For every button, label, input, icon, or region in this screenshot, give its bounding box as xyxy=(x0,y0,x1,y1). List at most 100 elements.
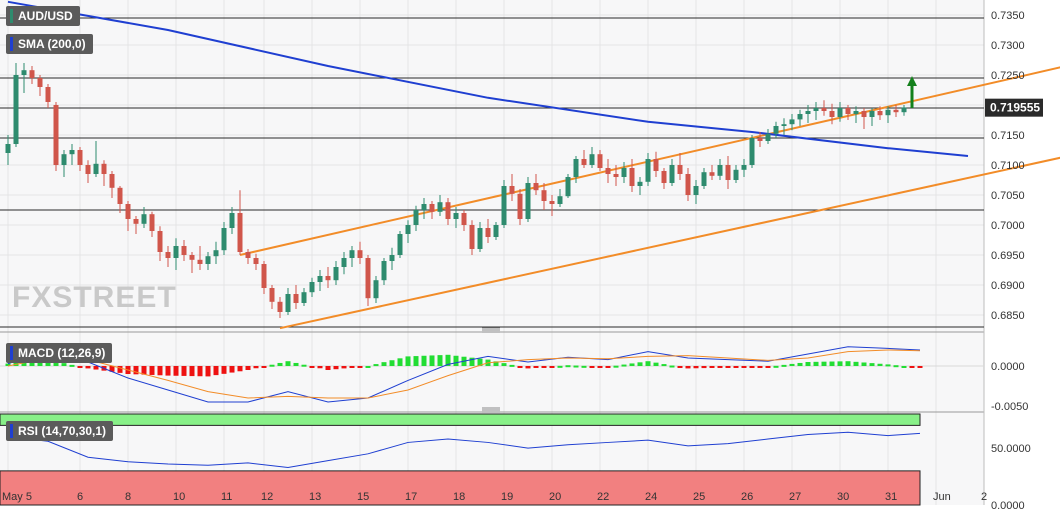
candle-body xyxy=(389,255,395,261)
candle-body xyxy=(221,228,227,251)
candle-body xyxy=(341,258,347,267)
price-axis-tick-label: 0.6950 xyxy=(991,250,1025,262)
macd-histogram-bar xyxy=(205,366,211,377)
candle-body xyxy=(365,258,371,299)
candle-body xyxy=(765,133,771,141)
candle-body xyxy=(885,109,891,116)
candle xyxy=(845,105,851,120)
candle xyxy=(709,165,715,180)
macd-histogram-bar xyxy=(645,361,651,366)
macd-histogram-bar xyxy=(349,366,355,368)
price-axis-tick-label: 0.7150 xyxy=(991,130,1025,142)
candle-body xyxy=(837,108,843,117)
macd-histogram-bar xyxy=(749,366,755,368)
candle xyxy=(805,105,811,123)
sma-legend-label: SMA (200,0) xyxy=(18,37,86,51)
candle xyxy=(405,220,411,243)
candle xyxy=(205,252,211,270)
macd-histogram-bar xyxy=(821,361,827,366)
candle-body xyxy=(85,165,91,174)
macd-histogram-bar xyxy=(253,366,259,369)
candle-body xyxy=(69,150,75,155)
macd-histogram-bar xyxy=(797,362,803,366)
candle xyxy=(533,174,539,195)
candle-body xyxy=(213,250,219,257)
macd-histogram-bar xyxy=(877,363,883,366)
candle xyxy=(149,211,155,237)
macd-histogram-bar xyxy=(277,362,283,366)
candle xyxy=(477,222,483,252)
macd-histogram-bar xyxy=(845,361,851,366)
candle xyxy=(93,141,99,177)
candle-body xyxy=(517,193,523,219)
price-axis-tick-label: 0.7350 xyxy=(991,10,1025,22)
candle xyxy=(85,160,91,183)
candle-body xyxy=(469,225,475,249)
candle-body xyxy=(549,201,555,204)
candle xyxy=(469,220,475,255)
candle-body xyxy=(813,108,819,111)
date-axis-tick-label: 11 xyxy=(221,491,232,503)
macd-histogram-bar xyxy=(677,366,683,368)
macd-histogram-bar xyxy=(517,366,523,368)
candle xyxy=(453,207,459,228)
date-axis-tick-label: 12 xyxy=(261,491,273,503)
candle-body xyxy=(525,183,531,219)
candle xyxy=(557,189,563,207)
candle xyxy=(309,277,315,297)
rsi-overbought-band xyxy=(0,413,921,426)
candle-body xyxy=(637,181,643,186)
macd-histogram-bar xyxy=(389,360,395,366)
date-axis-tick-label: 6 xyxy=(77,491,83,503)
macd-histogram-bar xyxy=(397,358,403,366)
candle-body xyxy=(205,256,211,264)
macd-histogram-bar xyxy=(685,366,691,369)
macd-histogram-bar xyxy=(621,364,627,367)
candle xyxy=(381,258,387,285)
date-axis-tick-label: 2 xyxy=(981,491,987,503)
macd-histogram-bar xyxy=(477,358,483,366)
candle-body xyxy=(301,292,307,303)
candle xyxy=(829,103,835,125)
candle-body xyxy=(245,252,251,258)
watermark: FXSTREET xyxy=(12,281,177,314)
macd-histogram-bar xyxy=(29,361,35,366)
candle-body xyxy=(845,108,851,114)
macd-histogram-bar xyxy=(325,366,331,370)
macd-histogram-bar xyxy=(245,366,251,370)
rsi-swatch xyxy=(10,424,13,438)
candle-body xyxy=(261,264,267,288)
candle-body xyxy=(677,165,683,174)
macd-histogram-bar xyxy=(181,366,187,376)
macd-histogram-bar xyxy=(525,366,531,369)
price-axis-tick-label: 0.6850 xyxy=(991,310,1025,322)
candle-body xyxy=(165,252,171,258)
macd-histogram-bar xyxy=(773,365,779,368)
candle-body xyxy=(373,280,379,299)
candle-body xyxy=(621,168,627,177)
macd-histogram-bar xyxy=(341,366,347,369)
macd-legend-label: MACD (12,26,9) xyxy=(18,346,106,360)
macd-histogram-bar xyxy=(501,363,507,366)
candle xyxy=(229,207,235,234)
macd-histogram-bar xyxy=(869,363,875,366)
date-axis-tick-label: 20 xyxy=(549,491,561,503)
candle-body xyxy=(485,228,491,237)
macd-histogram-bar xyxy=(781,364,787,367)
candle-body xyxy=(181,246,187,255)
candle xyxy=(693,180,699,204)
candle xyxy=(61,150,67,177)
candle-body xyxy=(421,204,427,210)
candle-body xyxy=(173,246,179,258)
candle xyxy=(701,168,707,189)
candle-body xyxy=(317,276,323,282)
candle-body xyxy=(477,228,483,249)
candle xyxy=(877,106,883,120)
candle xyxy=(293,285,299,309)
candle-body xyxy=(5,144,11,153)
candle-body xyxy=(429,204,435,212)
candle xyxy=(37,75,43,96)
candle-body xyxy=(749,138,755,165)
macd-histogram-bar xyxy=(165,366,171,376)
channel-upper-line xyxy=(239,66,1060,256)
